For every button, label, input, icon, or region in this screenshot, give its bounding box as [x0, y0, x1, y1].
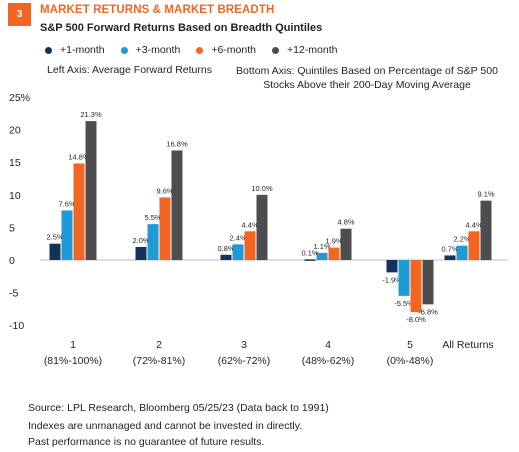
legend-swatch-3-month	[120, 46, 128, 54]
data-label: 0.7%	[441, 244, 458, 253]
data-label: 4.4%	[241, 220, 258, 229]
x-tick-label: 5	[407, 339, 413, 351]
x-tick-sublabel: (72%-81%)	[133, 355, 186, 367]
legend-item-3-month: +3-month	[120, 44, 181, 56]
x-tick-label: 2	[156, 339, 162, 351]
data-label: -8.0%	[406, 315, 426, 324]
data-label: 2.5%	[46, 233, 63, 242]
legend-label-6-month: +6-month	[211, 44, 256, 56]
bar	[85, 121, 97, 261]
bar	[386, 260, 398, 273]
data-label: 16.8%	[166, 139, 188, 148]
data-label: 2.4%	[229, 233, 246, 242]
bar	[49, 243, 61, 260]
bar	[422, 260, 434, 305]
legend-label-12-month: +12-month	[286, 44, 338, 56]
legend-item-6-month: +6-month	[196, 44, 256, 56]
x-tick-label: All Returns	[442, 339, 493, 351]
bar	[456, 245, 468, 260]
y-tick-label: 15	[9, 157, 21, 169]
data-label: 1.9%	[325, 237, 342, 246]
chart-title: MARKET RETURNS & MARKET BREADTH	[40, 4, 275, 16]
y-tick-label: 10	[9, 190, 21, 202]
data-label: 4.8%	[337, 218, 354, 227]
bar	[316, 252, 328, 260]
bar	[340, 228, 352, 260]
bar	[244, 231, 256, 260]
y-tick-label: 0	[9, 255, 15, 267]
x-tick-label: 4	[325, 339, 331, 351]
x-tick-label: 1	[70, 339, 76, 351]
legend-swatch-1-month	[45, 46, 52, 54]
bar	[61, 210, 73, 260]
y-tick-label: -5	[9, 288, 18, 300]
bar	[171, 150, 183, 260]
data-label: 0.1%	[301, 248, 318, 257]
data-label: 21.3%	[80, 110, 102, 119]
data-label: -6.8%	[418, 307, 438, 316]
legend-item-1-month: +1-month	[45, 44, 105, 56]
bar	[147, 224, 159, 260]
y-tick-label: 20	[9, 125, 21, 137]
source-note: Source: LPL Research, Bloomberg 05/25/23…	[28, 402, 329, 414]
bar	[468, 231, 480, 260]
bar	[73, 163, 85, 260]
legend-label-3-month: +3-month	[135, 44, 181, 56]
data-label: 2.2%	[453, 235, 470, 244]
data-label: 14.8%	[68, 153, 90, 162]
bar	[444, 255, 456, 260]
disclaimer-performance: Past performance is no guarantee of futu…	[28, 436, 265, 448]
data-label: 2.0%	[132, 236, 149, 245]
legend: +1-month +3-month +6-month +12-month	[45, 44, 353, 56]
data-label: 0.8%	[217, 244, 234, 253]
bar	[232, 244, 244, 260]
x-tick-label: 3	[241, 339, 247, 351]
bar	[480, 200, 492, 260]
data-label: 1.1%	[313, 242, 330, 251]
chart-subtitle: S&P 500 Forward Returns Based on Breadth…	[40, 22, 323, 34]
bar	[135, 246, 147, 260]
y-tick-label: -10	[9, 320, 24, 332]
legend-swatch-12-month	[271, 46, 279, 54]
chart-number-badge: 3	[8, 3, 31, 26]
bar	[256, 194, 268, 260]
data-label: 7.6%	[58, 199, 75, 208]
bar	[410, 260, 422, 313]
data-label: -1.9%	[382, 275, 402, 284]
bar	[159, 197, 171, 260]
x-tick-sublabel: (0%-48%)	[387, 355, 434, 367]
bar	[398, 260, 410, 296]
left-axis-note: Left Axis: Average Forward Returns	[47, 64, 212, 76]
bar	[328, 247, 340, 260]
x-tick-sublabel: (81%-100%)	[44, 355, 102, 367]
y-tick-label: 25%	[9, 92, 30, 104]
data-label: 10.0%	[251, 184, 273, 193]
data-label: 9.1%	[477, 190, 494, 199]
bar	[304, 259, 316, 261]
legend-label-1-month: +1-month	[60, 44, 105, 56]
x-tick-sublabel: (62%-72%)	[218, 355, 271, 367]
disclaimer-indexes: Indexes are unmanaged and cannot be inve…	[28, 420, 303, 432]
data-label: -5.5%	[394, 299, 414, 308]
legend-item-12-month: +12-month	[271, 44, 338, 56]
x-tick-sublabel: (48%-62%)	[302, 355, 355, 367]
data-label: 4.4%	[465, 220, 482, 229]
data-label: 9.6%	[156, 186, 173, 195]
bar	[220, 254, 232, 260]
y-tick-label: 5	[9, 222, 15, 234]
bottom-axis-note: Bottom Axis: Quintiles Based on Percenta…	[236, 65, 498, 91]
legend-swatch-6-month	[196, 46, 204, 54]
data-label: 5.5%	[144, 213, 161, 222]
